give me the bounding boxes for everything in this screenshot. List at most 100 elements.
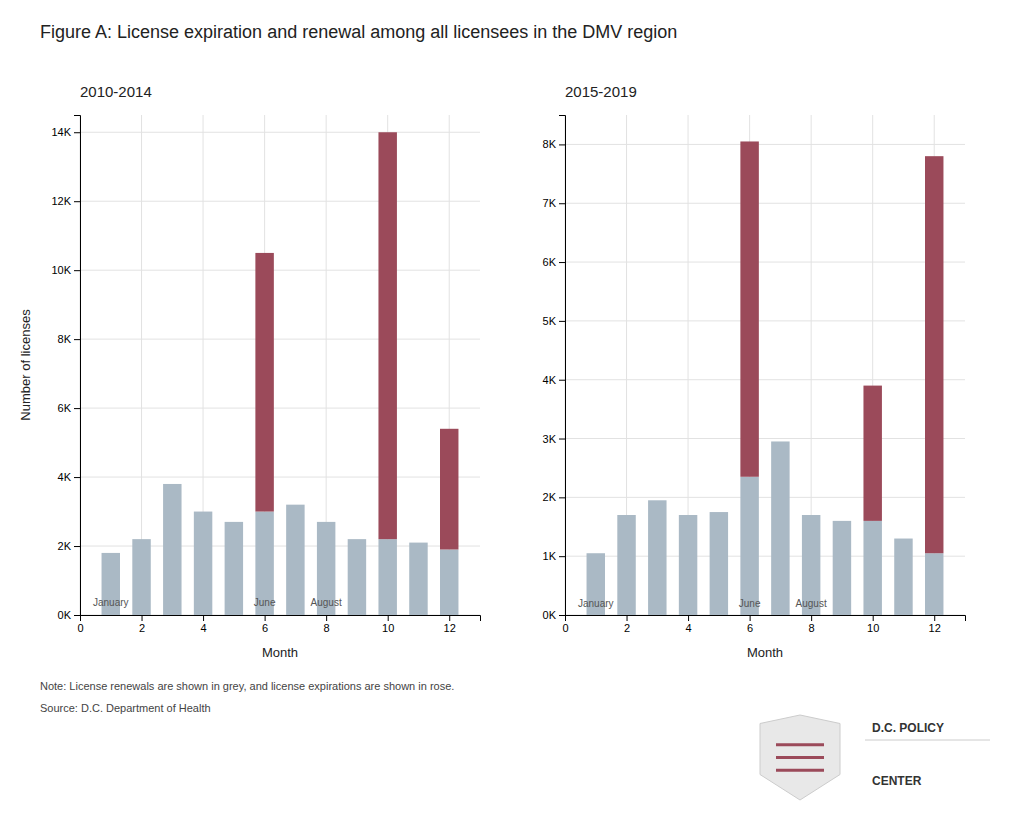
axis-line	[566, 616, 966, 622]
bar	[863, 386, 881, 521]
bars	[102, 132, 459, 615]
tick-mark	[559, 262, 565, 263]
tick-label: 8K	[543, 138, 557, 150]
tick: 2	[139, 615, 145, 634]
logo-stripe	[776, 756, 824, 759]
tick: 4K	[543, 374, 565, 386]
y-axis: 0K2K4K6K8K10K12K14K	[51, 116, 80, 622]
tick: 4K	[58, 471, 80, 483]
tick-mark	[74, 132, 80, 133]
logo-shield	[760, 715, 840, 800]
tick-label: 2	[139, 622, 145, 634]
grid-line	[80, 408, 480, 409]
tick: 12K	[51, 195, 80, 207]
bar	[894, 539, 912, 615]
annotation: August	[311, 597, 342, 608]
tick-label: 0	[562, 622, 568, 634]
bar	[132, 539, 150, 540]
grid-line	[565, 497, 965, 498]
bar	[440, 549, 458, 615]
bar	[833, 520, 851, 521]
tick-label: 1K	[543, 550, 557, 562]
tick-mark	[559, 380, 565, 381]
tick-label: 8K	[58, 333, 72, 345]
x-axis: 0 2 4 6 8 10 12	[77, 615, 480, 634]
tick-label: 4	[686, 622, 692, 634]
tick-label: 7K	[543, 197, 557, 209]
tick-label: 6K	[58, 402, 72, 414]
grid-line	[80, 477, 480, 478]
bar	[833, 521, 851, 615]
tick-mark	[74, 615, 80, 616]
bar-series	[740, 141, 943, 553]
tick: 0	[562, 615, 568, 634]
bar-series	[255, 132, 458, 549]
tick-mark	[74, 408, 80, 409]
source: Source: D.C. Department of Health	[40, 702, 211, 714]
tick-label: 4	[201, 622, 207, 634]
logo: D.C. POLICYCENTER	[760, 715, 990, 800]
tick: 7K	[543, 197, 565, 209]
axis-line	[74, 116, 81, 616]
tick-mark	[873, 615, 874, 621]
tick-mark	[811, 615, 812, 621]
bar	[255, 253, 273, 512]
bar	[102, 552, 120, 553]
tick-label: 6	[262, 622, 268, 634]
tick: 8K	[58, 333, 80, 345]
tick-mark	[74, 477, 80, 478]
logo-stripe	[776, 769, 824, 772]
annotation: January	[93, 597, 129, 608]
tick-mark	[74, 201, 80, 202]
tick: 6K	[58, 402, 80, 414]
tick-label: 0	[77, 622, 83, 634]
bar	[863, 521, 881, 615]
tick-label: 3K	[543, 433, 557, 445]
bar	[710, 512, 728, 615]
bars	[587, 141, 944, 615]
bar	[648, 500, 666, 501]
tick-mark	[565, 615, 566, 621]
grid-line	[565, 144, 965, 145]
bar	[348, 539, 366, 615]
bar-series	[102, 484, 459, 615]
tick-label: 4K	[543, 374, 557, 386]
bar	[894, 538, 912, 539]
tick: 12	[444, 615, 456, 634]
tick-label: 12K	[51, 195, 71, 207]
bar	[348, 539, 366, 540]
tick: 4	[201, 615, 207, 634]
tick: 2	[624, 615, 630, 634]
grid-line	[80, 339, 480, 340]
tick-label: 10	[382, 622, 394, 634]
tick-mark	[559, 321, 565, 322]
bar	[163, 484, 181, 615]
tick-label: 8	[809, 622, 815, 634]
tick: 5K	[543, 315, 565, 327]
tick-label: 2	[624, 622, 630, 634]
axis-line	[559, 116, 566, 616]
tick-mark	[203, 615, 204, 621]
note: Note: License renewals are shown in grey…	[40, 680, 454, 692]
bar	[194, 511, 212, 512]
tick-label: 0K	[543, 609, 557, 621]
bar	[710, 512, 728, 513]
bar	[194, 512, 212, 615]
bar	[286, 504, 304, 505]
grid-line	[80, 132, 480, 133]
tick: 8	[324, 615, 330, 634]
bar	[286, 505, 304, 615]
tick: 1K	[543, 550, 565, 562]
logo-separator	[865, 740, 990, 741]
bar	[440, 429, 458, 550]
tick: 4	[686, 615, 692, 634]
tick-mark	[80, 615, 81, 621]
bar	[740, 141, 758, 476]
tick: 6K	[543, 256, 565, 268]
grid-line	[565, 379, 965, 380]
tick-label: 6K	[543, 256, 557, 268]
tick-mark	[934, 615, 935, 621]
tick-label: 5K	[543, 315, 557, 327]
tick-mark	[388, 615, 389, 621]
bar	[378, 132, 396, 539]
